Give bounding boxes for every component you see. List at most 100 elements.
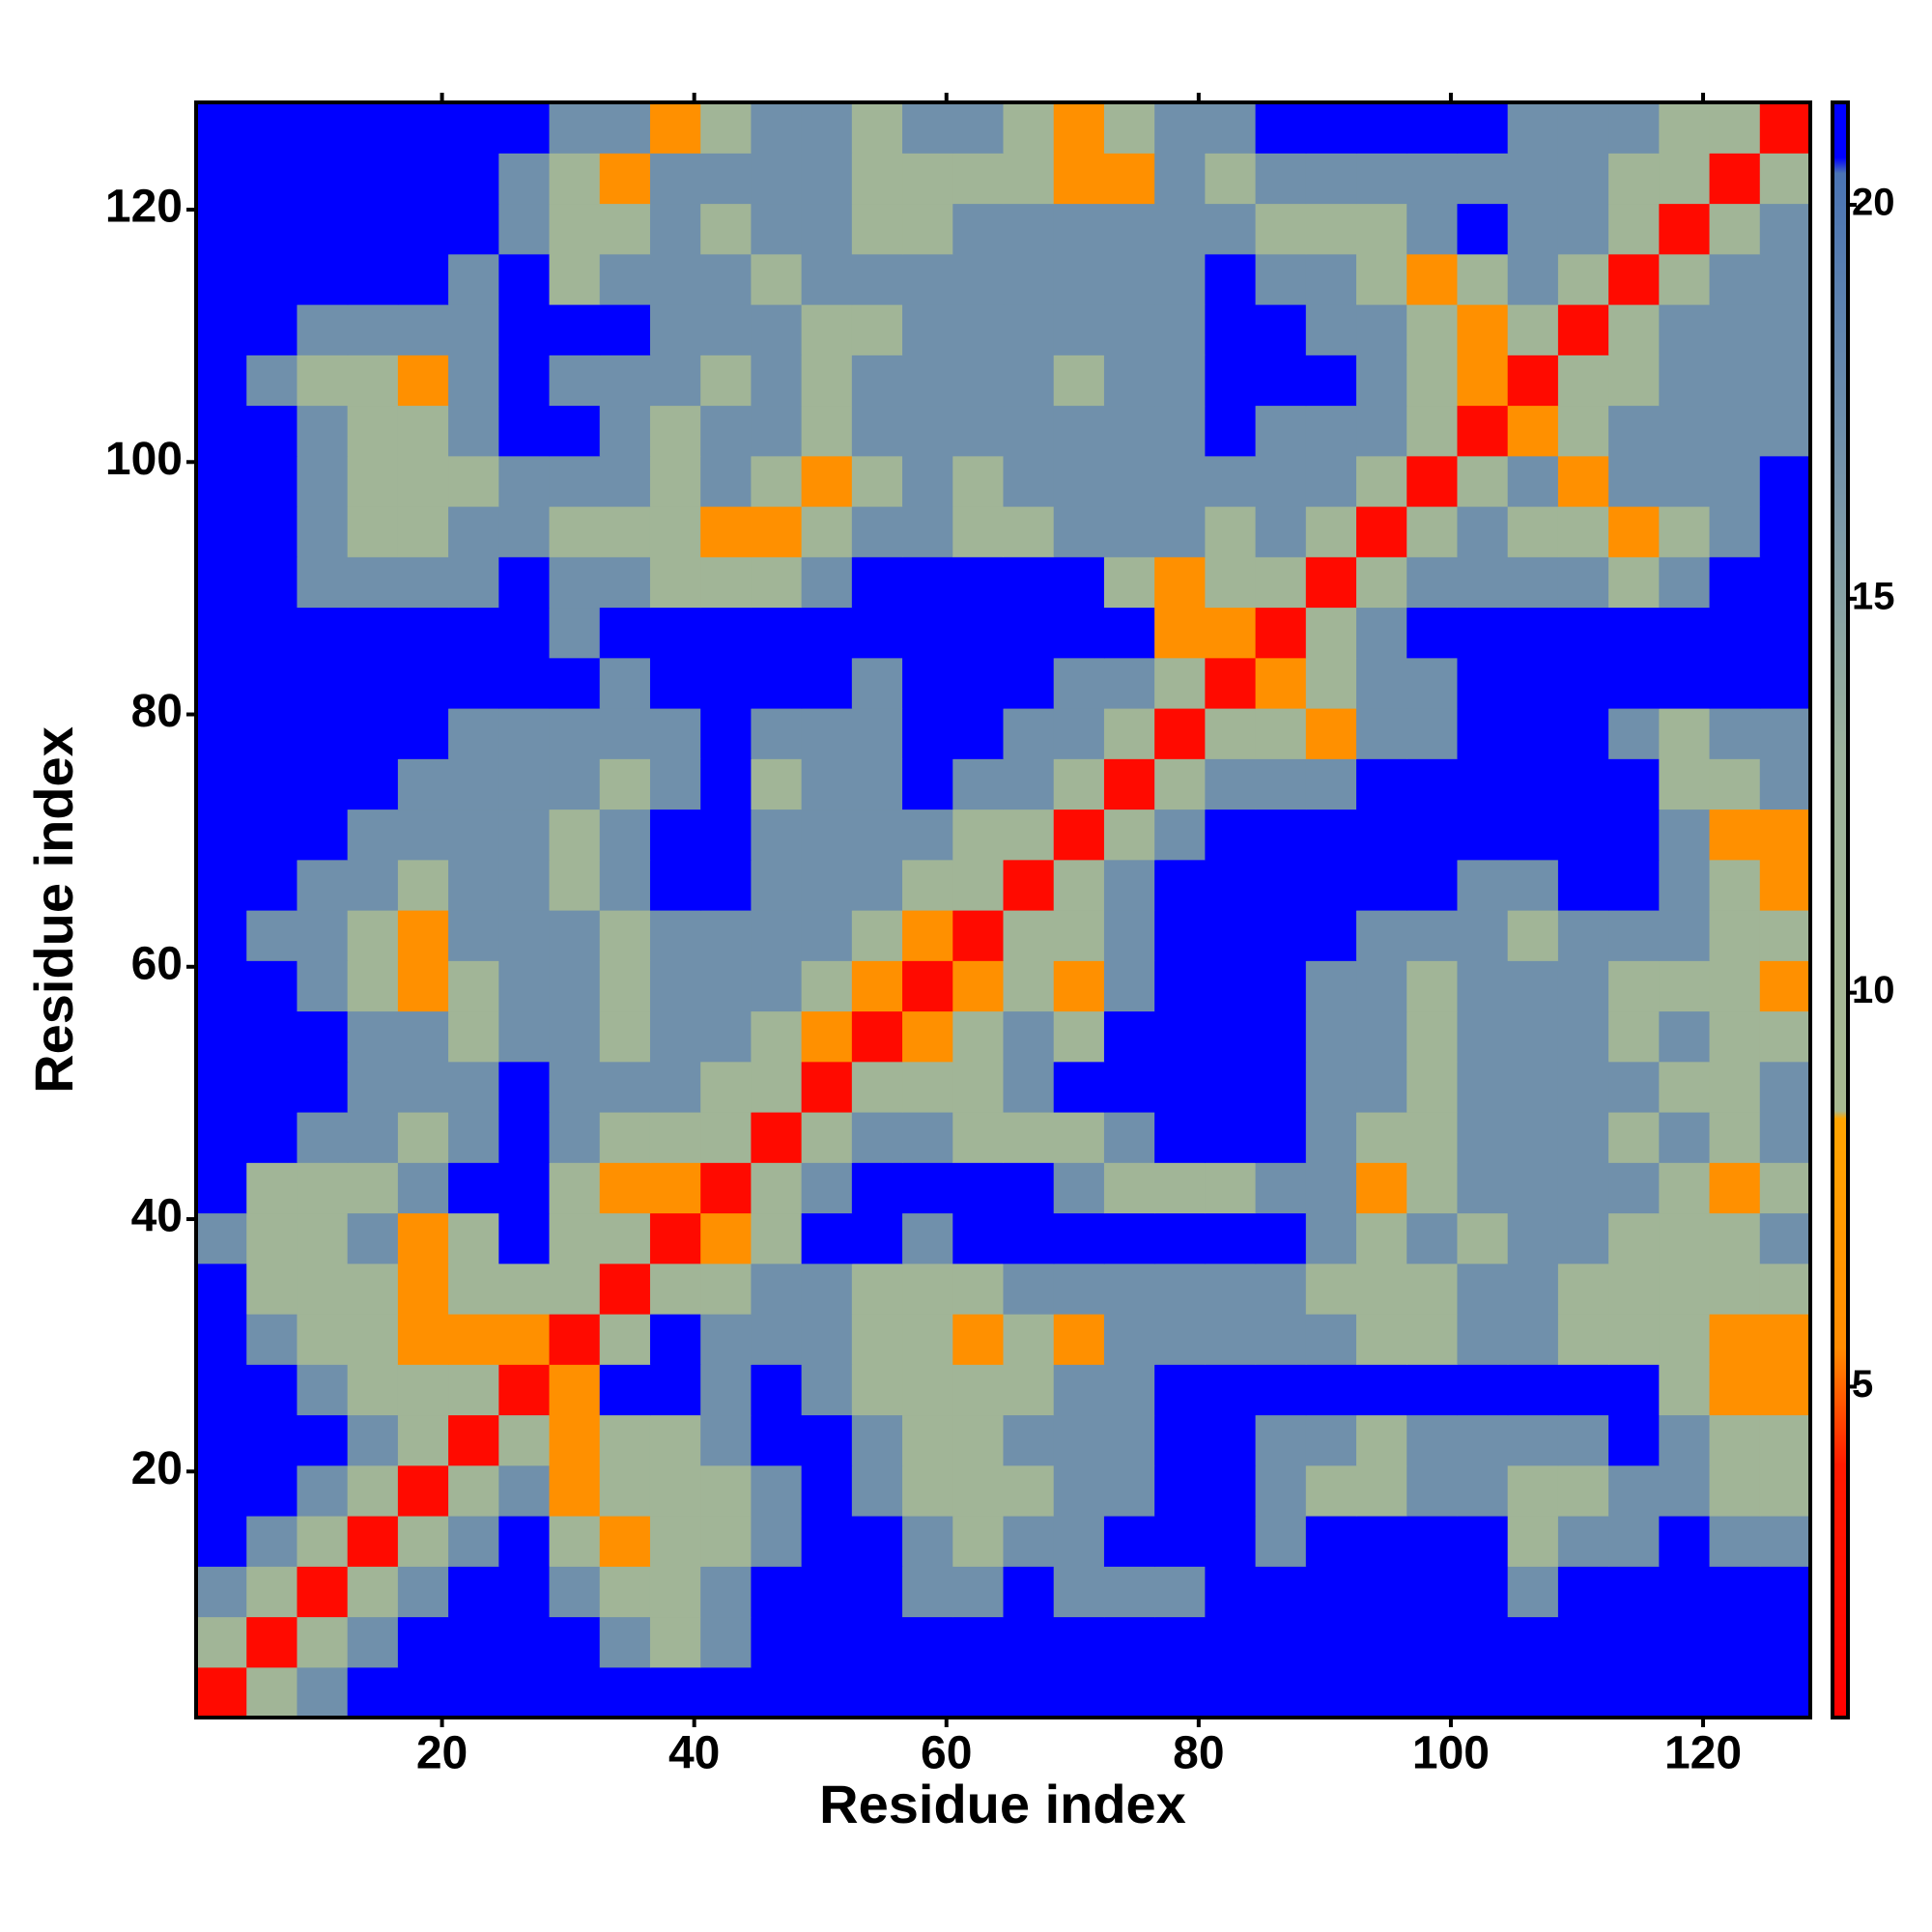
heatmap-cell — [1709, 758, 1761, 810]
heatmap-cell — [1356, 355, 1407, 407]
heatmap-cell — [347, 1162, 399, 1214]
heatmap-cell — [751, 910, 803, 961]
heatmap-cell — [1557, 1263, 1609, 1315]
heatmap-cell — [1557, 758, 1609, 810]
heatmap-cell — [700, 1112, 753, 1163]
heatmap-cell — [952, 455, 1005, 507]
heatmap-cell — [1457, 153, 1509, 205]
heatmap-cell — [700, 1464, 753, 1517]
heatmap-cell — [498, 405, 551, 457]
heatmap-cell — [649, 1364, 701, 1416]
heatmap-cell — [1255, 203, 1307, 255]
heatmap-cell — [246, 405, 298, 457]
heatmap-cell — [1053, 1061, 1105, 1113]
heatmap-cell — [851, 253, 903, 305]
heatmap-cell — [397, 1112, 449, 1163]
heatmap-cell — [1003, 1112, 1055, 1163]
colorbar-tick-label: 20 — [1852, 182, 1895, 224]
heatmap-cell — [1709, 253, 1761, 305]
heatmap-cell — [1305, 405, 1357, 457]
heatmap-cell — [1507, 304, 1559, 355]
heatmap-cell — [902, 556, 953, 609]
heatmap-cell — [1659, 355, 1711, 407]
heatmap-cell — [1557, 708, 1609, 759]
heatmap-cell — [1103, 1263, 1155, 1315]
heatmap-cell — [1255, 1112, 1307, 1163]
heatmap-cell — [700, 253, 753, 305]
heatmap-cell — [347, 1364, 399, 1416]
heatmap-cell — [448, 657, 499, 709]
heatmap-cell — [1457, 910, 1509, 961]
heatmap-cell — [1154, 859, 1206, 911]
heatmap-cell — [952, 1464, 1005, 1517]
heatmap-cell — [297, 102, 349, 154]
heatmap-cell — [347, 1061, 399, 1113]
heatmap-cell — [1003, 607, 1055, 659]
heatmap-cell — [297, 405, 349, 457]
heatmap-cell — [1406, 1010, 1459, 1063]
heatmap-cell — [700, 910, 753, 961]
heatmap-cell — [397, 455, 449, 507]
heatmap-cell — [448, 556, 499, 609]
heatmap-cell — [1608, 1212, 1660, 1264]
heatmap-cell — [1659, 960, 1711, 1012]
heatmap-cell — [196, 657, 247, 709]
heatmap-cell — [851, 859, 903, 911]
heatmap-cell — [397, 809, 449, 861]
heatmap-cell — [498, 960, 551, 1012]
heatmap-cell — [952, 960, 1005, 1012]
heatmap-cell — [297, 1162, 349, 1214]
heatmap-cell — [1356, 1263, 1407, 1315]
heatmap-cell — [649, 1061, 701, 1113]
heatmap-cell — [1659, 1516, 1711, 1567]
heatmap-cell — [1205, 355, 1257, 407]
heatmap-cell — [751, 758, 803, 810]
heatmap-cell — [549, 1516, 601, 1567]
heatmap-cell — [1103, 355, 1155, 407]
heatmap-cell — [498, 758, 551, 810]
heatmap-cell — [347, 1212, 399, 1264]
heatmap-cell — [851, 355, 903, 407]
heatmap-cell — [1507, 1263, 1559, 1315]
heatmap-cell — [1759, 1666, 1811, 1719]
heatmap-cell — [1406, 304, 1459, 355]
heatmap-cell — [246, 355, 298, 407]
heatmap-cell — [1103, 1061, 1155, 1113]
heatmap-cell — [649, 153, 701, 205]
heatmap-cell — [1507, 758, 1559, 810]
heatmap-cell — [498, 102, 551, 154]
heatmap-cell — [649, 859, 701, 911]
heatmap-cell — [1053, 355, 1105, 407]
heatmap-cell — [599, 556, 651, 609]
heatmap-cell — [1356, 1414, 1407, 1466]
heatmap-cell — [448, 1010, 499, 1063]
heatmap-cell — [599, 1212, 651, 1264]
heatmap-cell — [851, 304, 903, 355]
heatmap-cell — [700, 203, 753, 255]
heatmap-cell — [1659, 1364, 1711, 1416]
heatmap-cell — [1154, 708, 1206, 759]
heatmap-cell — [1305, 203, 1357, 255]
heatmap-cell — [649, 758, 701, 810]
heatmap-cell — [1557, 253, 1609, 305]
heatmap-cell — [1053, 153, 1105, 205]
heatmap-cell — [1103, 1516, 1155, 1567]
heatmap-cell — [1608, 102, 1660, 154]
heatmap-cell — [297, 859, 349, 911]
heatmap-cell — [851, 1566, 903, 1618]
heatmap-cell — [801, 304, 853, 355]
heatmap-cell — [902, 1263, 953, 1315]
heatmap-cell — [649, 910, 701, 961]
heatmap-cell — [952, 1314, 1005, 1365]
heatmap-cell — [649, 809, 701, 861]
heatmap-cell — [196, 1010, 247, 1063]
heatmap-cell — [549, 203, 601, 255]
heatmap-cell — [196, 405, 247, 457]
heatmap-cell — [851, 910, 903, 961]
heatmap-cell — [297, 203, 349, 255]
heatmap-cell — [1205, 253, 1257, 305]
heatmap-cell — [1507, 1212, 1559, 1264]
heatmap-cell — [1356, 1314, 1407, 1365]
heatmap-cell — [1255, 657, 1307, 709]
heatmap-cell — [1255, 859, 1307, 911]
